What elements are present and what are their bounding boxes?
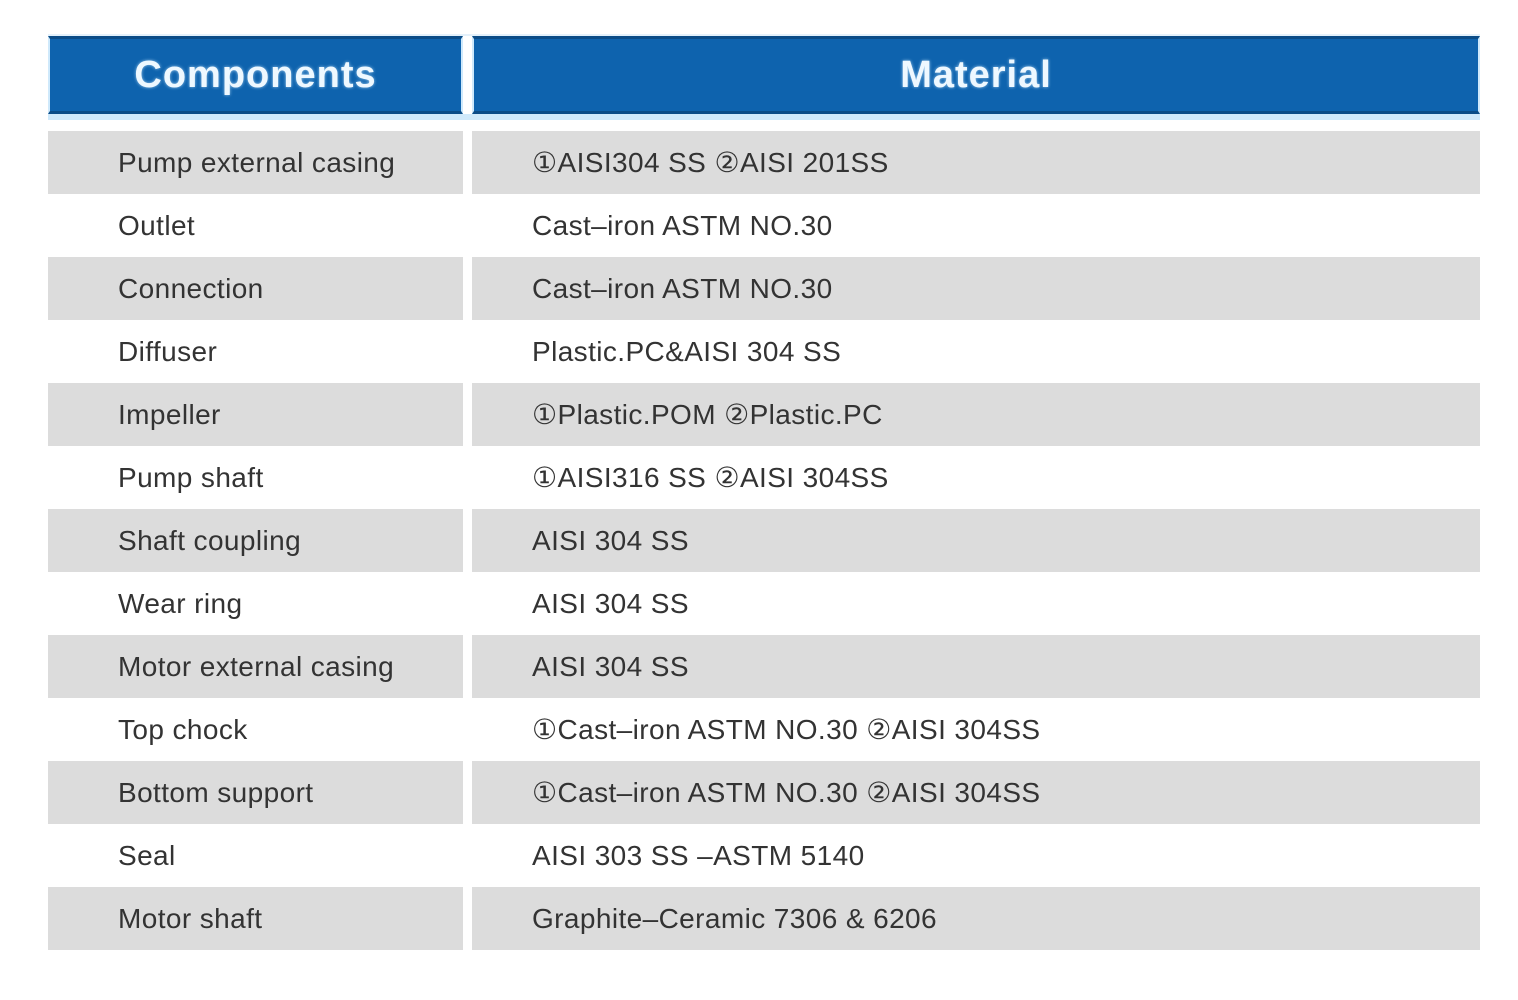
material-cell: ①Plastic.POM ②Plastic.PC — [472, 383, 1480, 446]
component-cell: Seal — [48, 824, 463, 887]
component-cell: Impeller — [48, 383, 463, 446]
component-cell: Outlet — [48, 194, 463, 257]
table-row: Pump shaft ①AISI316 SS ②AISI 304SS — [48, 446, 1480, 509]
table-row: Wear ring AISI 304 SS — [48, 572, 1480, 635]
table-body: Pump external casing ①AISI304 SS ②AISI 2… — [48, 131, 1480, 950]
component-cell: Motor external casing — [48, 635, 463, 698]
material-cell: Graphite–Ceramic 7306 & 6206 — [472, 887, 1480, 950]
table-row: Connection Cast–iron ASTM NO.30 — [48, 257, 1480, 320]
material-cell: ①AISI304 SS ②AISI 201SS — [472, 131, 1480, 194]
material-cell: Plastic.PC&AISI 304 SS — [472, 320, 1480, 383]
table-row: Pump external casing ①AISI304 SS ②AISI 2… — [48, 131, 1480, 194]
table-row: Bottom support ①Cast–iron ASTM NO.30 ②AI… — [48, 761, 1480, 824]
table-row: Motor external casing AISI 304 SS — [48, 635, 1480, 698]
material-cell: AISI 304 SS — [472, 635, 1480, 698]
material-cell: ①Cast–iron ASTM NO.30 ②AISI 304SS — [472, 761, 1480, 824]
table-header-row: Components Material — [48, 34, 1480, 120]
material-cell: Cast–iron ASTM NO.30 — [472, 257, 1480, 320]
material-column-header: Material — [472, 36, 1480, 114]
material-cell: Cast–iron ASTM NO.30 — [472, 194, 1480, 257]
component-cell: Pump shaft — [48, 446, 463, 509]
table-row: Seal AISI 303 SS –ASTM 5140 — [48, 824, 1480, 887]
materials-table: Components Material Pump external casing… — [48, 34, 1480, 950]
component-cell: Motor shaft — [48, 887, 463, 950]
components-column-header: Components — [48, 36, 463, 114]
material-cell: ①Cast–iron ASTM NO.30 ②AISI 304SS — [472, 698, 1480, 761]
table-row: Shaft coupling AISI 304 SS — [48, 509, 1480, 572]
component-cell: Bottom support — [48, 761, 463, 824]
material-cell: AISI 303 SS –ASTM 5140 — [472, 824, 1480, 887]
material-cell: AISI 304 SS — [472, 509, 1480, 572]
component-cell: Pump external casing — [48, 131, 463, 194]
table-row: Top chock ①Cast–iron ASTM NO.30 ②AISI 30… — [48, 698, 1480, 761]
table-row: Outlet Cast–iron ASTM NO.30 — [48, 194, 1480, 257]
table-row: Diffuser Plastic.PC&AISI 304 SS — [48, 320, 1480, 383]
component-cell: Diffuser — [48, 320, 463, 383]
component-cell: Connection — [48, 257, 463, 320]
component-cell: Top chock — [48, 698, 463, 761]
component-cell: Shaft coupling — [48, 509, 463, 572]
table-row: Impeller ①Plastic.POM ②Plastic.PC — [48, 383, 1480, 446]
material-cell: ①AISI316 SS ②AISI 304SS — [472, 446, 1480, 509]
component-cell: Wear ring — [48, 572, 463, 635]
table-row: Motor shaft Graphite–Ceramic 7306 & 6206 — [48, 887, 1480, 950]
material-cell: AISI 304 SS — [472, 572, 1480, 635]
